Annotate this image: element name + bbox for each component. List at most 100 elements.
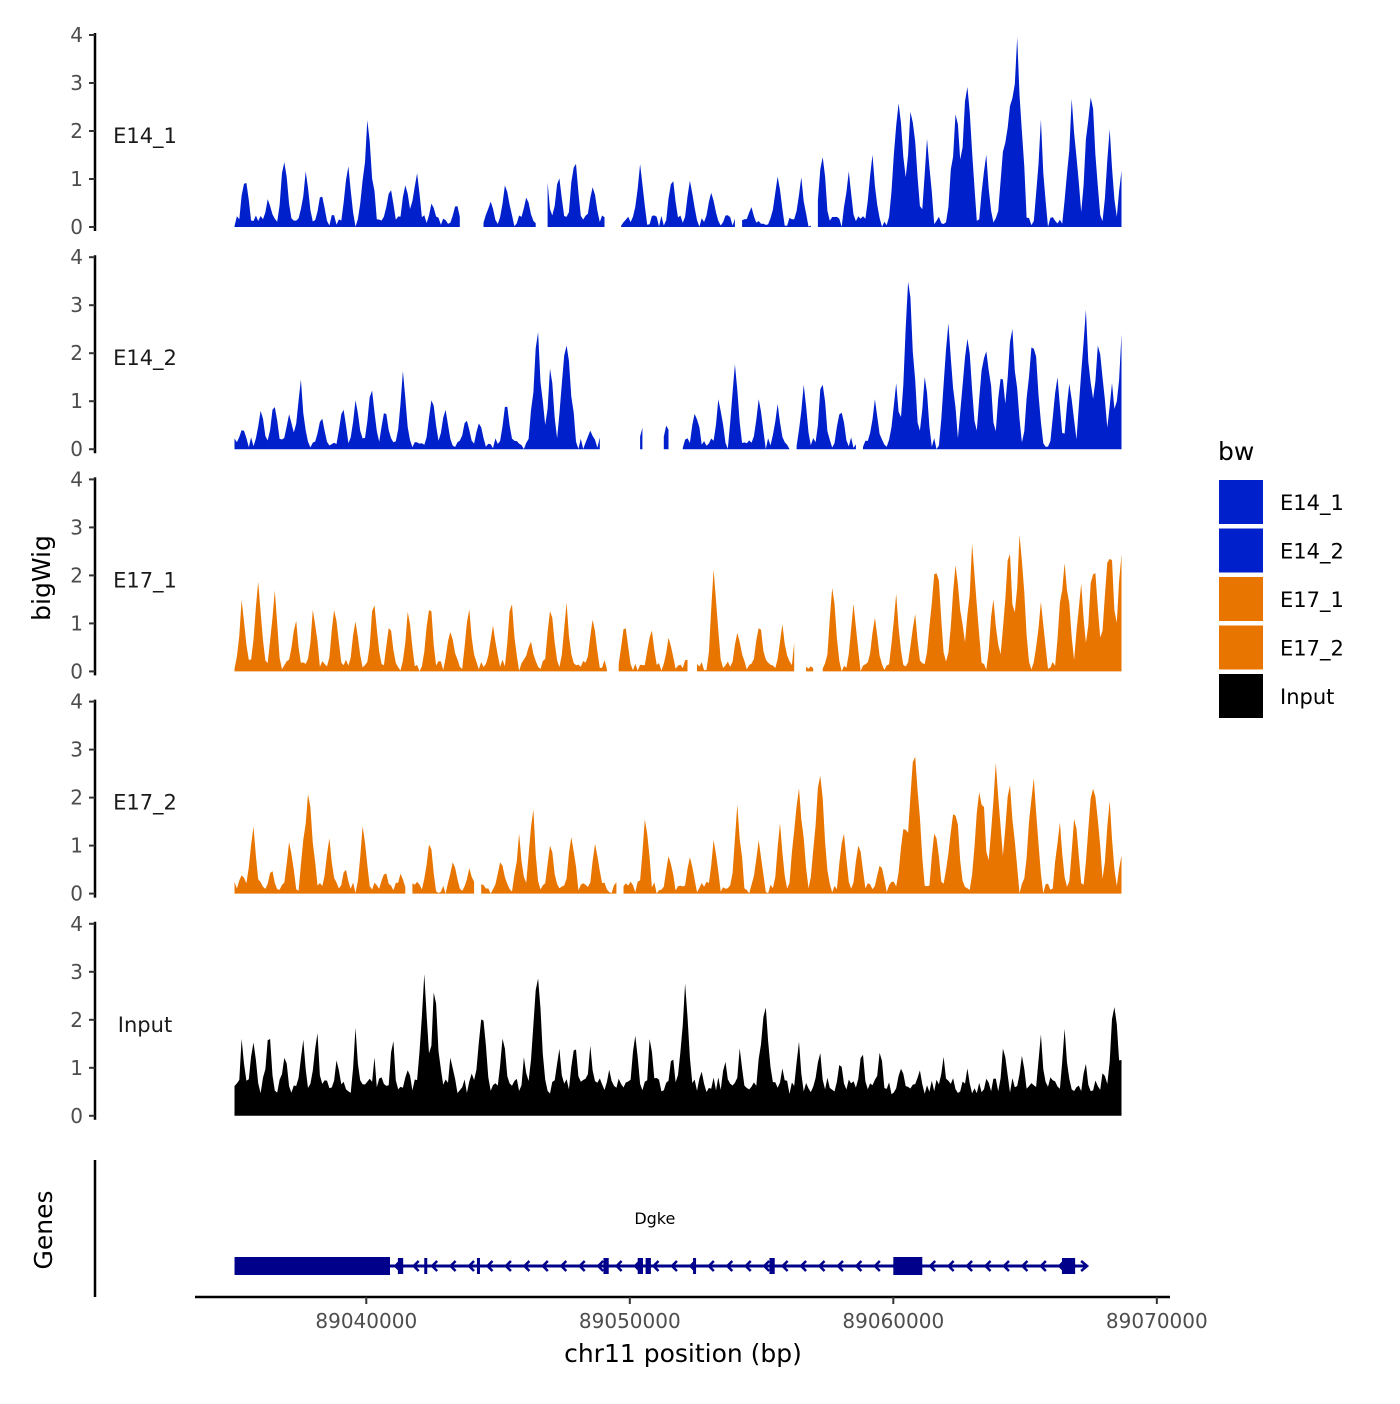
y-tick-label-E14_1-3: 3: [70, 71, 83, 95]
legend-swatch-Input: [1219, 674, 1263, 718]
gene-strand-arrow: [504, 1260, 512, 1272]
y-tick-label-E17_2-1: 1: [70, 834, 83, 858]
track-Input: 0 1 2 3 4 Input: [70, 912, 1122, 1128]
y-tick-label-E17_2-3: 3: [70, 738, 83, 762]
y-tick-label-E17_1-0: 0: [70, 659, 83, 683]
tracks-layer: 0 1 2 3 4 E14_1 0 1 2 3 4 E14_2 0 1 2 3 4 E17_1 0 1 2 3 4 E17_2…: [70, 23, 1122, 1128]
gene-strand-arrow: [836, 1260, 844, 1272]
gene-strand-arrow: [485, 1260, 494, 1272]
gene-strand-arrow: [817, 1260, 826, 1272]
signal-area-Input: [234, 974, 1122, 1116]
y-tick-label-E17_2-0: 0: [70, 882, 83, 906]
legend-swatch-E17_1: [1219, 577, 1263, 621]
gene-exon-4: [476, 1258, 480, 1274]
signal-area-E17_1: [234, 534, 1122, 672]
y-tick-label-E14_1-2: 2: [70, 119, 83, 143]
track-E14_2: 0 1 2 3 4 E14_2: [70, 245, 1122, 461]
track-E14_1: 0 1 2 3 4 E14_1: [70, 23, 1122, 239]
gene-strand-arrow: [725, 1260, 734, 1272]
x-tick-label-89040000: 89040000: [315, 1309, 417, 1333]
gene-strand-arrow: [522, 1260, 531, 1272]
y-tick-label-E17_2-2: 2: [70, 786, 83, 810]
legend-swatch-E14_1: [1219, 480, 1263, 524]
gene-strand-arrow: [577, 1260, 586, 1272]
gene-strand-arrow: [873, 1260, 881, 1272]
y-tick-label-E17_1-2: 2: [70, 563, 83, 587]
gene-strand-arrow: [467, 1260, 475, 1272]
gene-exon-9: [769, 1258, 775, 1274]
track-E17_1: 0 1 2 3 4 E17_1: [70, 467, 1122, 683]
y-tick-label-E14_2-1: 1: [70, 389, 83, 413]
legend: bw E14_1 E14_2 E17_1 E17_2 Input: [1218, 437, 1344, 718]
legend-label-E14_2: E14_2: [1280, 540, 1344, 565]
gene-strand-arrow: [541, 1260, 549, 1272]
gene-exon-11: [1061, 1258, 1076, 1274]
y-tick-label-E14_2-0: 0: [70, 437, 83, 461]
gene-name-label: Dgke: [634, 1209, 675, 1228]
gene-strand-arrow: [965, 1260, 973, 1272]
legend-label-E14_1: E14_1: [1280, 491, 1344, 516]
y-tick-label-E17_2-4: 4: [70, 690, 83, 714]
gene-strand-arrow: [762, 1260, 771, 1272]
track-label-E17_2: E17_2: [113, 791, 177, 816]
gene-strand-arrow: [1002, 1260, 1010, 1272]
y-tick-label-E17_1-3: 3: [70, 515, 83, 539]
gene-strand-arrow: [854, 1260, 863, 1272]
gene-strand-arrow: [596, 1260, 605, 1272]
gene-exon-2: [397, 1258, 404, 1274]
gene-strand-arrow: [946, 1260, 955, 1272]
y-tick-label-Input-3: 3: [70, 960, 83, 984]
gene-track: Genes Dgke: [29, 1160, 1090, 1297]
y-tick-label-E14_2-2: 2: [70, 341, 83, 365]
gene-exon-10: [893, 1257, 923, 1275]
genes-axis-title: Genes: [29, 1190, 58, 1269]
track-label-E14_2: E14_2: [113, 346, 177, 371]
gene-strand-arrow: [448, 1260, 457, 1272]
track-label-E17_1: E17_1: [113, 568, 177, 593]
signal-area-E17_2: [234, 756, 1122, 894]
x-tick-label-89050000: 89050000: [579, 1309, 681, 1333]
y-tick-label-E17_1-4: 4: [70, 467, 83, 491]
gene-strand-arrow: [707, 1260, 715, 1272]
y-tick-label-E17_1-1: 1: [70, 611, 83, 635]
gene-strand-arrow: [651, 1260, 660, 1272]
gene-end-cap: [1080, 1260, 1090, 1272]
signal-area-E14_1: [234, 37, 1122, 228]
y-tick-label-E14_1-0: 0: [70, 215, 83, 239]
legend-swatch-E17_2: [1219, 625, 1263, 670]
gene-strand-arrow: [1020, 1260, 1029, 1272]
gene-strand-arrow: [559, 1260, 568, 1272]
y-tick-label-Input-4: 4: [70, 912, 83, 936]
y-tick-label-E14_2-4: 4: [70, 245, 83, 269]
y-tick-label-Input-1: 1: [70, 1056, 83, 1080]
gene-exon-3: [424, 1258, 428, 1274]
track-label-Input: Input: [118, 1013, 172, 1037]
gene-strand-arrow: [670, 1260, 678, 1272]
gene-strand-arrow: [928, 1260, 937, 1272]
gene-strand-arrow: [983, 1260, 992, 1272]
gene-exon-5: [603, 1258, 609, 1274]
gene-exon-7: [645, 1258, 651, 1274]
y-tick-label-E14_1-4: 4: [70, 23, 83, 47]
gene-strand-arrow: [780, 1260, 789, 1272]
gene-strand-arrow: [411, 1260, 420, 1272]
gene-exon-6: [637, 1258, 643, 1274]
y-axis-title: bigWig: [27, 535, 56, 621]
legend-swatch-E14_2: [1219, 528, 1263, 573]
signal-area-E14_2: [234, 281, 1122, 450]
x-tick-label-89060000: 89060000: [842, 1309, 944, 1333]
legend-label-E17_1: E17_1: [1280, 588, 1344, 613]
gene-strand-arrow: [743, 1260, 752, 1272]
y-tick-label-Input-2: 2: [70, 1008, 83, 1032]
track-E17_2: 0 1 2 3 4 E17_2: [70, 690, 1122, 906]
legend-label-Input: Input: [1280, 685, 1334, 709]
x-tick-label-89070000: 89070000: [1106, 1309, 1208, 1333]
gene-strand-arrow: [614, 1260, 623, 1272]
gene-exon-1: [234, 1257, 390, 1275]
y-tick-label-E14_2-3: 3: [70, 293, 83, 317]
legend-title: bw: [1218, 437, 1254, 466]
x-axis-title: chr11 position (bp): [564, 1339, 802, 1368]
x-axis: chr11 position (bp) 89040000 89050000 8906…: [195, 1295, 1208, 1368]
